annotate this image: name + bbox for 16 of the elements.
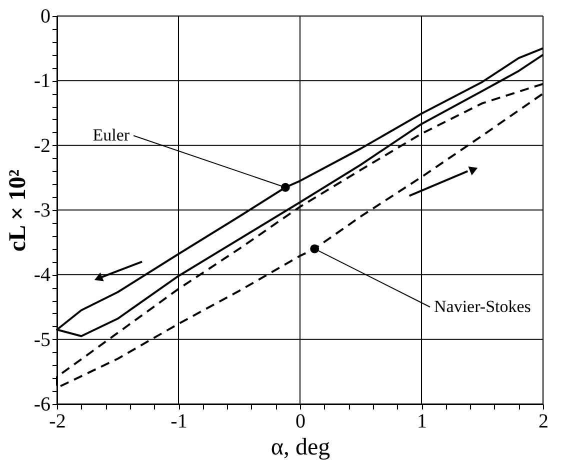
x-tick-label: -2 bbox=[49, 410, 66, 432]
y-tick-label: -6 bbox=[34, 394, 50, 416]
y-tick-label: -2 bbox=[34, 134, 50, 157]
x-tick-label: 1 bbox=[417, 410, 427, 432]
y-tick-label: 0 bbox=[40, 6, 50, 28]
y-tick-label: -1 bbox=[34, 70, 50, 92]
annotation: Navier-Stokes bbox=[434, 297, 531, 316]
x-tick-label: 0 bbox=[296, 410, 306, 432]
x-axis-title: α, deg bbox=[270, 434, 330, 460]
y-tick-label: -4 bbox=[34, 264, 50, 286]
y-axis-title: cL × 10² bbox=[4, 169, 31, 252]
annotation: Euler bbox=[92, 126, 130, 145]
y-tick-label: -5 bbox=[34, 328, 50, 351]
y-tick-label: -3 bbox=[34, 200, 50, 222]
x-tick-label: -1 bbox=[170, 410, 188, 432]
x-tick-label: 2 bbox=[538, 410, 548, 432]
